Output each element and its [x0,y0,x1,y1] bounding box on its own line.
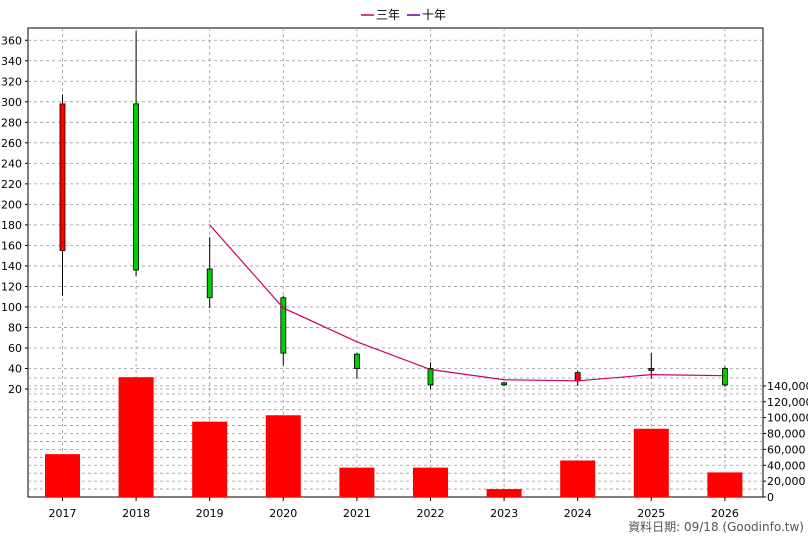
year-tick-label: 2025 [637,507,665,520]
price-tick-label: 300 [1,96,22,109]
price-tick-label: 60 [8,342,22,355]
volume-tick-label: 80,000 [767,428,806,441]
source-label: 資料日期: 09/18 (Goodinfo.tw) [628,520,804,534]
price-tick-label: 320 [1,75,22,88]
year-axis-labels: 2017 2018 2019 2020 2021 2022 2023 2024 2025 2026 [49,497,739,520]
volume-bar [265,415,301,497]
year-tick-label: 2020 [269,507,297,520]
volume-bar [633,428,669,497]
price-tick-label: 40 [8,362,22,375]
legend-label-ma3: 三年 [376,8,400,22]
price-tick-label: 20 [8,383,22,396]
price-tick-label: 180 [1,219,22,232]
candle-body [280,297,287,354]
volume-bar [413,467,448,497]
grid-lines [28,28,763,497]
legend-label-ma10: 十年 [422,8,446,22]
candle-body [353,353,360,369]
year-tick-label: 2024 [564,507,592,520]
year-tick-label: 2017 [49,507,77,520]
price-tick-label: 280 [1,116,22,129]
candle-body [722,368,728,386]
volume-axis-labels: 0 20,000 40,000 60,000 80,000 100,000 120,000 1… [763,380,808,504]
price-tick-label: 260 [1,137,22,150]
candle-body [501,382,508,386]
volume-tick-label: 140,000 [767,380,808,393]
price-tick-label: 160 [1,239,22,252]
candle-body [574,372,581,382]
price-tick-label: 140 [1,260,22,273]
candle-body [648,368,655,371]
candlesticks [59,31,728,389]
year-tick-label: 2018 [122,507,150,520]
volume-tick-label: 100,000 [767,412,808,425]
legend: 三年 十年 [361,8,446,22]
candle-body [59,103,66,251]
volume-bar [192,421,228,497]
price-tick-label: 360 [1,34,22,47]
price-tick-label: 220 [1,178,22,191]
volume-bars [45,377,743,497]
ma3-line [209,224,725,382]
volume-tick-label: 60,000 [767,443,806,456]
year-tick-label: 2023 [490,507,518,520]
volume-bar [339,467,375,497]
volume-bar [560,460,596,497]
volume-tick-label: 0 [767,491,774,504]
price-tick-label: 240 [1,157,22,170]
year-tick-label: 2022 [417,507,445,520]
candle-body [427,368,434,386]
price-tick-label: 340 [1,55,22,68]
volume-bar [118,377,154,497]
year-tick-label: 2026 [711,507,739,520]
volume-tick-label: 20,000 [767,475,806,488]
year-tick-label: 2021 [343,507,371,520]
moving-average-lines [209,224,725,382]
year-tick-label: 2019 [196,507,224,520]
volume-bar [45,454,80,497]
price-tick-label: 100 [1,301,22,314]
price-tick-label: 200 [1,198,22,211]
candle-body [133,103,140,271]
price-tick-label: 120 [1,280,22,293]
price-tick-label: 80 [8,321,22,334]
price-axis-labels: 20 40 60 80 100 120 140 160 180 200 220 240 260 280 30… [1,34,28,396]
volume-tick-label: 40,000 [767,459,806,472]
volume-bar [486,489,522,497]
candle-body [206,268,213,299]
volume-tick-label: 120,000 [767,396,808,409]
volume-bar [707,472,743,497]
